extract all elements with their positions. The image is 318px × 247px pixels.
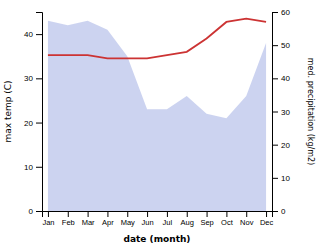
- y2-axis-tick-mark: [272, 12, 278, 13]
- x-axis-tick-mark: [246, 211, 247, 217]
- y2-axis-tick-label: 10: [281, 174, 290, 183]
- y2-axis-tick-label: 50: [281, 41, 290, 50]
- y-axis-tick-mark: [36, 123, 42, 124]
- line: [48, 19, 266, 59]
- x-axis-tick: Feb: [62, 211, 75, 227]
- y2-axis-tick: 50: [272, 41, 290, 50]
- y-axis-tick: 40: [24, 30, 42, 39]
- y2-axis-tick: 10: [272, 174, 290, 183]
- x-axis-tick: Jun: [142, 211, 154, 227]
- y-axis-title: max temp (C): [3, 80, 13, 142]
- x-axis-tick: Dec: [260, 211, 274, 227]
- y-axis-tick-mark: [36, 78, 42, 79]
- y-axis-tick-label: 0: [29, 207, 34, 216]
- y-axis-tick-label: 40: [24, 30, 33, 39]
- y-axis-tick-mark: [36, 211, 42, 212]
- x-axis-tick-mark: [187, 211, 188, 217]
- y-axis-tick-mark: [36, 167, 42, 168]
- y2-axis-tick-mark: [272, 112, 278, 113]
- x-axis-tick-mark: [207, 211, 208, 217]
- y2-axis-tick: 40: [272, 74, 290, 83]
- x-axis-tick: May: [121, 211, 135, 227]
- y2-axis-tick-label: 40: [281, 74, 290, 83]
- y2-axis-tick-label: 20: [281, 141, 290, 150]
- y2-axis-title: med. precipitation (kg/m2): [306, 58, 315, 165]
- y-axis-tick: 30: [24, 74, 42, 83]
- y2-axis: 0 10 20 30 40 50 60: [272, 8, 290, 216]
- x-axis-tick-label: Mar: [82, 218, 95, 227]
- y-axis-tick-mark: [36, 34, 42, 35]
- x-axis-tick-mark: [48, 211, 49, 217]
- x-axis-tick-label: May: [121, 218, 135, 227]
- y-axis-tick: 0: [29, 207, 42, 216]
- x-axis-tick-label: Dec: [260, 218, 274, 227]
- x-axis-tick-label: Jan: [42, 218, 54, 227]
- y-axis: 0 10 20 30 40: [24, 13, 42, 217]
- x-axis-tick: Apr: [102, 211, 114, 227]
- x-axis-tick-label: Nov: [240, 218, 254, 227]
- x-axis-tick-mark: [68, 211, 69, 217]
- x-axis-tick: Oct: [221, 211, 234, 227]
- x-axis-tick-label: Oct: [221, 218, 234, 227]
- marks: [48, 19, 266, 211]
- plot-area: Jan Feb Mar Apr May Jun Jul Aug Sep Oct Nov Dec 0 10 2…: [24, 8, 290, 227]
- y2-axis-tick: 30: [272, 108, 290, 117]
- x-axis-tick-mark: [226, 211, 227, 217]
- y-axis-tick-label: 10: [24, 163, 33, 172]
- x-axis-tick-label: Jul: [163, 218, 173, 227]
- y2-axis-tick: 60: [272, 8, 290, 17]
- x-axis-tick-label: Apr: [102, 218, 114, 227]
- chart: Jan Feb Mar Apr May Jun Jul Aug Sep Oct Nov Dec 0 10 2…: [0, 0, 318, 247]
- y-axis-tick: 10: [24, 163, 42, 172]
- x-axis-line: [43, 212, 273, 218]
- x-axis-tick-mark: [127, 211, 128, 217]
- y2-axis-tick-mark: [272, 78, 278, 79]
- y2-axis-tick: 20: [272, 141, 290, 150]
- x-axis-tick-label: Sep: [200, 218, 213, 227]
- x-axis-tick-mark: [147, 211, 148, 217]
- x-axis-tick-mark: [266, 211, 267, 217]
- x-axis-tick-mark: [88, 211, 89, 217]
- x-axis-tick: Mar: [82, 211, 95, 227]
- y-axis-line: [36, 13, 43, 212]
- x-axis-tick: Aug: [181, 211, 194, 227]
- y2-axis-tick-label: 60: [281, 8, 290, 17]
- y-axis-tick-label: 20: [24, 119, 33, 128]
- x-axis-tick-mark: [107, 211, 108, 217]
- y2-axis-tick-mark: [272, 45, 278, 46]
- x-axis-tick-mark: [167, 211, 168, 217]
- y2-axis-tick-mark: [272, 211, 278, 212]
- y2-axis-tick-label: 0: [281, 207, 286, 216]
- y2-axis-tick-mark: [272, 145, 278, 146]
- y2-axis-tick-mark: [272, 178, 278, 179]
- x-axis-tick-label: Jun: [142, 218, 154, 227]
- y2-axis-tick-label: 30: [281, 108, 290, 117]
- area: [48, 21, 266, 211]
- y-axis-tick-label: 30: [24, 74, 33, 83]
- x-axis-tick: Nov: [240, 211, 254, 227]
- x-axis-title: date (month): [124, 234, 191, 244]
- y-axis-tick: 20: [24, 119, 42, 128]
- x-axis-tick: Jan: [42, 211, 54, 227]
- x-axis-tick: Jul: [163, 211, 173, 227]
- y2-axis-line: [273, 13, 279, 212]
- x-axis-tick: Sep: [200, 211, 213, 227]
- x-axis-tick-label: Feb: [62, 218, 75, 227]
- x-axis-tick-label: Aug: [181, 218, 194, 227]
- y2-axis-tick: 0: [272, 207, 286, 216]
- x-axis: Jan Feb Mar Apr May Jun Jul Aug Sep Oct Nov Dec: [42, 211, 273, 227]
